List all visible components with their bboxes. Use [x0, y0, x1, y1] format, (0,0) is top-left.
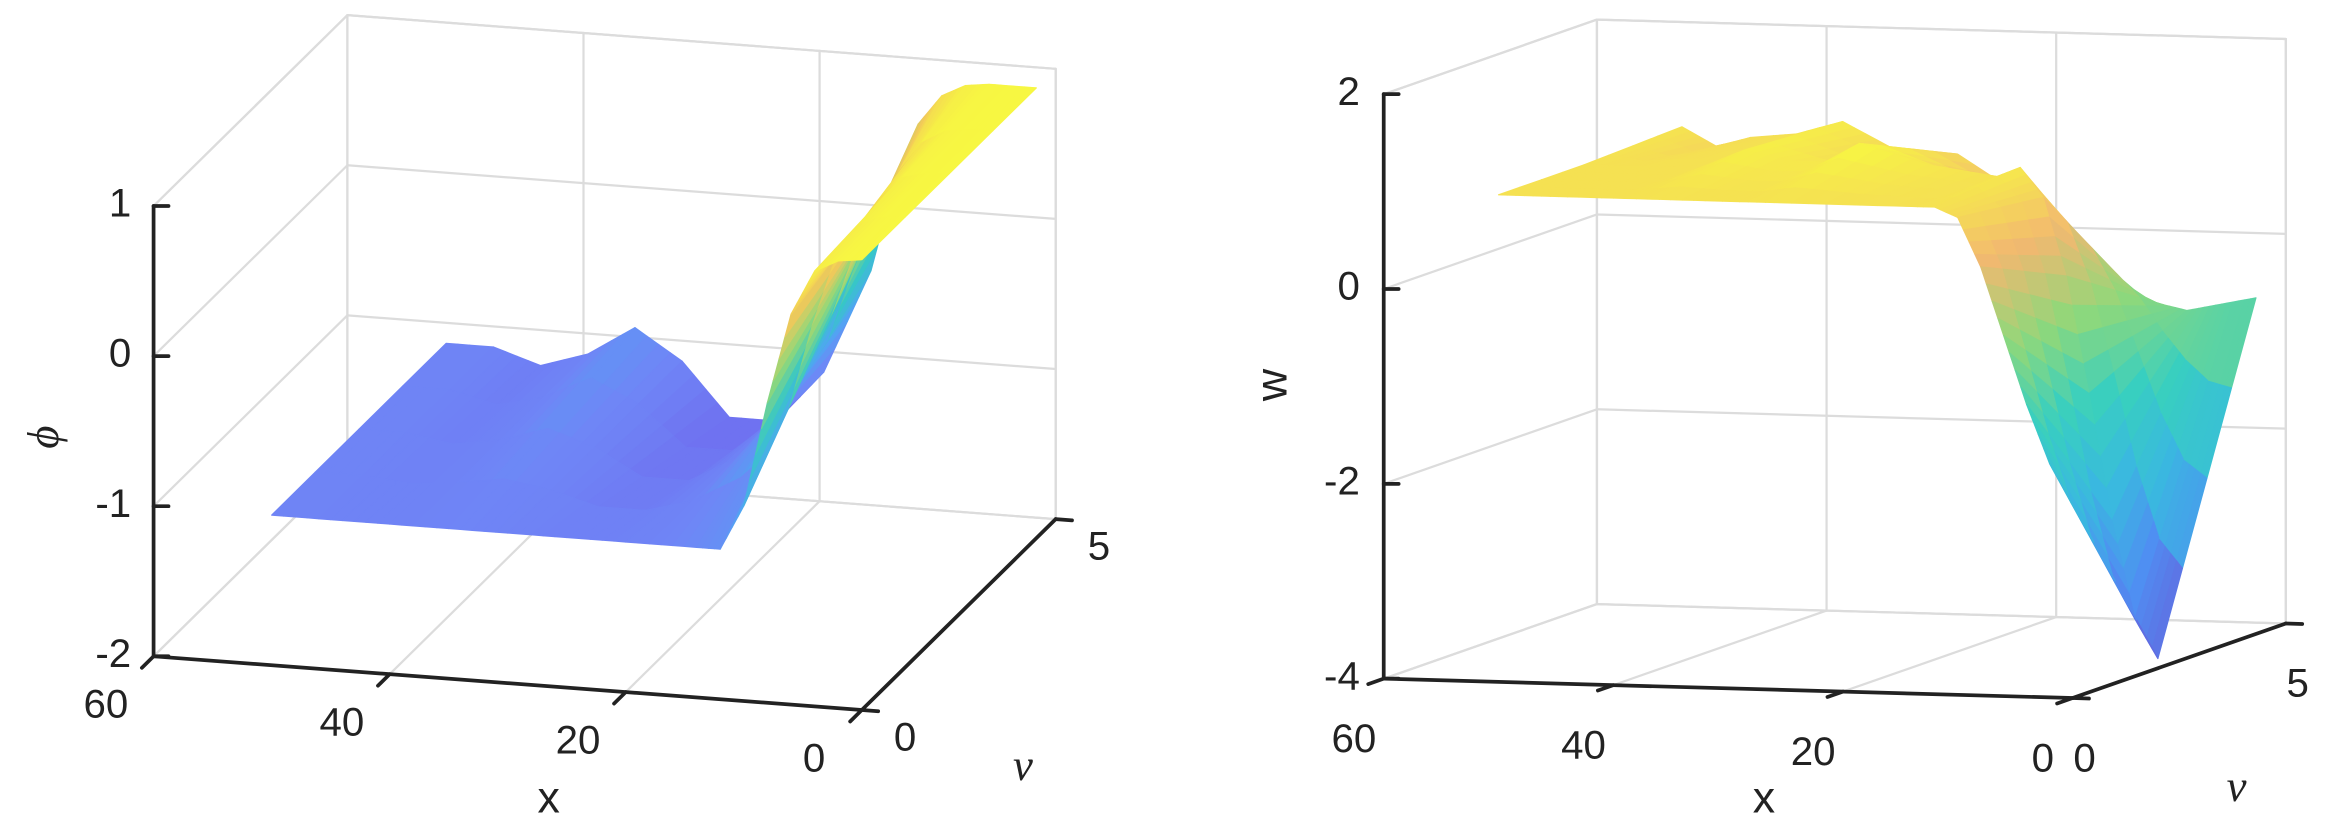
- x-tick-label: 40: [1561, 722, 1606, 767]
- y-tick-label: 5: [2287, 661, 2309, 706]
- y-tick: [859, 708, 881, 714]
- x-tick: [612, 690, 628, 706]
- surface-cell: [2066, 492, 2095, 543]
- x-axis: [1381, 676, 2075, 700]
- x-tick-label: 0: [2032, 735, 2054, 780]
- x-tick: [1366, 676, 1386, 686]
- box-edge: [1595, 18, 2287, 41]
- y-tick-label: 5: [1088, 524, 1110, 569]
- chart: 0 20 40 60 0 5 -4 -2 0 2 x ν w: [1248, 18, 2309, 823]
- x-tick: [376, 672, 392, 688]
- z-tick-label: -2: [95, 631, 131, 676]
- surface-cell: [855, 216, 907, 261]
- x-tick-label: 60: [1332, 716, 1377, 761]
- z-axis-title: ϕ: [18, 426, 68, 449]
- x-tick: [848, 708, 864, 724]
- grid-line: [346, 164, 1057, 221]
- x-axis-title: x: [1753, 774, 1775, 823]
- grid-line: [1612, 609, 1828, 687]
- box-edge: [1382, 18, 1599, 96]
- z-tick-label: -1: [95, 481, 131, 526]
- y-tick: [1053, 517, 1074, 523]
- x-tick: [140, 654, 156, 670]
- grid-line: [624, 500, 821, 694]
- z-tick-label: 0: [109, 331, 131, 376]
- grid-line: [1382, 602, 1599, 680]
- y-tick-label: 0: [2073, 735, 2095, 780]
- grid-line: [152, 164, 349, 358]
- box-edge: [152, 14, 349, 208]
- z-tick-label: 1: [109, 181, 131, 226]
- x-tick-label: 0: [803, 735, 825, 780]
- x-tick: [1825, 689, 1845, 699]
- x-axis: [151, 654, 864, 712]
- z-tick-label: 0: [1337, 264, 1359, 309]
- x-tick-label: 60: [83, 682, 128, 727]
- box-edge: [346, 14, 1057, 70]
- y-tick-label: 0: [894, 714, 916, 759]
- z-tick-label: 2: [1337, 69, 1359, 114]
- z-tick-label: -2: [1324, 458, 1360, 503]
- x-tick-label: 20: [1791, 729, 1836, 774]
- y-axis-title: ν: [1013, 740, 1033, 790]
- grid-line: [1841, 615, 2058, 693]
- grid-line: [152, 314, 349, 508]
- grid-line: [1382, 213, 1599, 291]
- x-tick: [2055, 696, 2075, 706]
- x-tick-label: 20: [556, 717, 601, 762]
- chart: 0 20 40 60 0 5 -2 -1 0 1 x ν ϕ: [18, 14, 1110, 823]
- x-tick-label: 40: [320, 700, 365, 745]
- grid-line: [1595, 602, 2287, 625]
- grid-line: [1382, 408, 1599, 485]
- x-tick: [1595, 683, 1616, 693]
- grid-line: [346, 314, 1057, 371]
- grid-line: [1595, 213, 2287, 235]
- x-axis-title: x: [538, 774, 560, 823]
- z-tick-label: -4: [1324, 653, 1360, 698]
- z-axis-title: w: [1248, 368, 1297, 402]
- y-axis: [859, 517, 1058, 712]
- y-axis: [2070, 621, 2288, 700]
- y-axis-title: ν: [2227, 761, 2247, 811]
